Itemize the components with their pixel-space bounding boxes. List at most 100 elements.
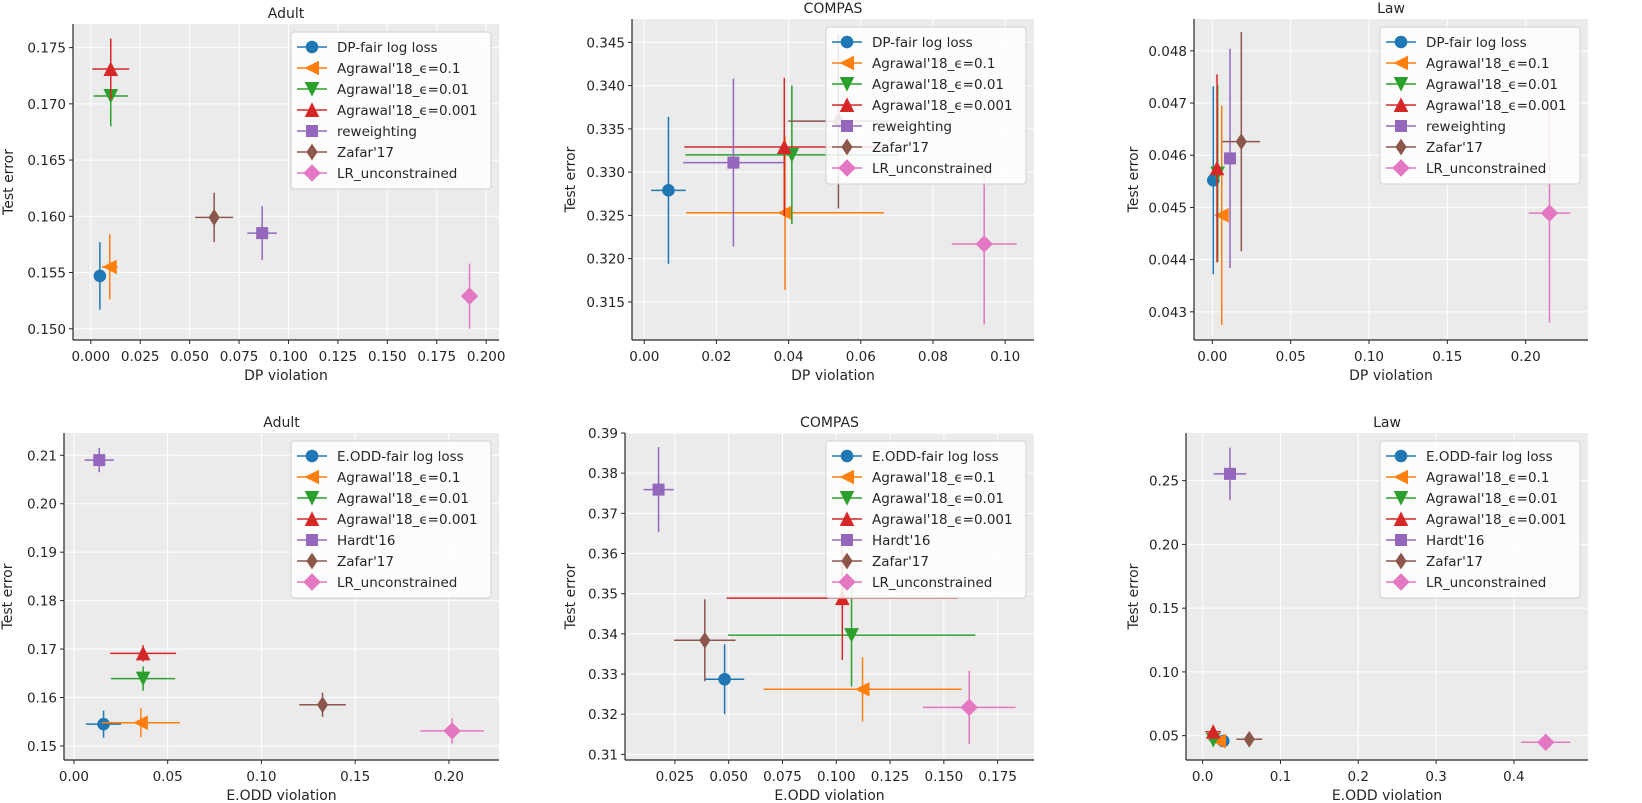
series-4 [110, 645, 177, 662]
legend-marker [1395, 534, 1407, 546]
legend-entry: DP-fair log loss [1386, 35, 1527, 51]
series-4 [1209, 74, 1225, 263]
legend-label: DP-fair log loss [872, 35, 973, 51]
x-tick-label: 0.10 [990, 349, 1020, 365]
legend-entry: reweighting [1386, 119, 1506, 135]
legend-entry: Agrawal'18_ϵ=0.01 [832, 77, 1004, 93]
x-tick-label: 0.3 [1425, 769, 1446, 785]
legend-marker [306, 534, 318, 546]
x-axis-label: E.ODD violation [774, 788, 884, 803]
series-6 [674, 599, 736, 682]
y-axis-label: Test error [0, 563, 16, 630]
x-tick-label: 0.15 [340, 769, 370, 785]
y-tick-label: 0.165 [27, 153, 66, 169]
data-point [776, 139, 792, 155]
legend-marker [305, 449, 319, 463]
legend-entry: Agrawal'18_ϵ=0.001 [1386, 511, 1567, 528]
legend-entry: LR_unconstrained [832, 159, 992, 177]
data-point [103, 61, 119, 76]
data-point [208, 209, 220, 226]
legend-label: reweighting [337, 124, 417, 140]
legend-entry: Agrawal'18_ϵ=0.001 [832, 511, 1013, 528]
x-tick-label: 0.10 [246, 769, 276, 785]
legend-entry: Hardt'16 [832, 533, 931, 549]
legend-marker [306, 125, 318, 137]
legend: E.ODD-fair log loss Agrawal'18_ϵ=0.1 Agraw… [825, 440, 1027, 599]
legend-label: LR_unconstrained [872, 575, 992, 591]
series-5 [1213, 447, 1247, 501]
y-tick-label: 0.33 [588, 667, 618, 683]
x-axis-label: E.ODD violation [1332, 788, 1442, 803]
legend-label: Agrawal'18_ϵ=0.1 [872, 56, 995, 72]
legend-entry: Agrawal'18_ϵ=0.01 [297, 82, 469, 98]
x-tick-label: 0.025 [121, 349, 160, 365]
legend-marker [1393, 469, 1408, 485]
series-group [1205, 447, 1571, 751]
legend-entry: DP-fair log loss [832, 35, 973, 51]
legend-entry: Agrawal'18_ϵ=0.1 [297, 60, 460, 77]
y-tick-label: 0.35 [588, 587, 618, 603]
legend-label: LR_unconstrained [872, 161, 992, 177]
data-point [1224, 152, 1237, 165]
legend-label: LR_unconstrained [337, 166, 457, 182]
legend-marker [304, 511, 320, 526]
data-point [718, 672, 731, 686]
data-point [1243, 730, 1255, 748]
x-tick-label: 0.175 [978, 769, 1017, 785]
subplot-title: COMPAS [800, 415, 859, 431]
data-point [844, 628, 859, 643]
y-tick-label: 0.18 [27, 594, 57, 610]
y-tick-label: 0.34 [588, 627, 618, 643]
y-tick-label: 0.048 [1148, 44, 1187, 60]
legend-entry: Agrawal'18_ϵ=0.001 [297, 511, 478, 528]
legend-label: Agrawal'18_ϵ=0.01 [337, 82, 469, 98]
series-7 [460, 263, 479, 329]
data-point [699, 631, 711, 649]
legend-entry: Agrawal'18_ϵ=0.001 [297, 102, 478, 119]
y-tick-label: 0.150 [27, 322, 66, 338]
subplot-4: 0.00 0.05 0.10 0.15 0.20 0.15 0.16 0.17 0.18 0.19… [0, 415, 499, 803]
legend-label: Hardt'16 [1426, 533, 1485, 549]
data-point [1537, 733, 1555, 751]
legend-frame [825, 26, 1027, 185]
data-point [662, 184, 675, 197]
series-7 [951, 163, 1017, 325]
legend-marker [1393, 97, 1409, 112]
series-3 [727, 583, 976, 687]
data-point [960, 698, 978, 717]
subplot-6: 0.0 0.1 0.2 0.3 0.4 0.05 0.10 0.15 0.20 0.25 Law E.… [1126, 415, 1588, 803]
y-tick-label: 0.046 [1148, 148, 1187, 164]
legend-label: E.ODD-fair log loss [337, 449, 464, 465]
legend-marker [841, 552, 853, 570]
x-tick-label: 0.00 [59, 769, 89, 785]
legend-marker [1392, 159, 1410, 177]
y-tick-label: 0.38 [588, 466, 618, 482]
series-6 [299, 692, 346, 717]
x-tick-label: 0.200 [467, 349, 506, 365]
legend-label: Agrawal'18_ϵ=0.1 [337, 470, 460, 486]
legend-entry: Agrawal'18_ϵ=0.01 [297, 491, 469, 507]
legend-label: Agrawal'18_ϵ=0.001 [1426, 512, 1567, 528]
data-point [854, 681, 870, 697]
data-point [460, 287, 479, 305]
legend-entry: Zafar'17 [297, 143, 394, 161]
legend-entry: Agrawal'18_ϵ=0.01 [1386, 491, 1558, 507]
y-axis-label: Test error [563, 563, 579, 630]
x-tick-label: 0.00 [1197, 349, 1227, 365]
data-point [1214, 207, 1229, 223]
y-tick-label: 0.32 [588, 707, 618, 723]
series-6 [1222, 32, 1261, 252]
subplot-title: Law [1377, 1, 1405, 17]
legend-entry: Agrawal'18_ϵ=0.01 [832, 491, 1004, 507]
data-point [133, 715, 148, 731]
legend-entry: Agrawal'18_ϵ=0.001 [832, 97, 1013, 114]
legend-entry: Agrawal'18_ϵ=0.1 [297, 469, 460, 486]
y-tick-label: 0.37 [588, 506, 618, 522]
legend-marker [1394, 35, 1408, 49]
series-1 [705, 644, 745, 715]
y-tick-label: 0.31 [588, 747, 618, 763]
x-tick-label: 0.20 [1511, 349, 1541, 365]
x-tick-label: 0.05 [1276, 349, 1306, 365]
legend-marker [1395, 552, 1407, 570]
legend: DP-fair log loss Agrawal'18_ϵ=0.1 Agrawal'… [825, 26, 1027, 185]
